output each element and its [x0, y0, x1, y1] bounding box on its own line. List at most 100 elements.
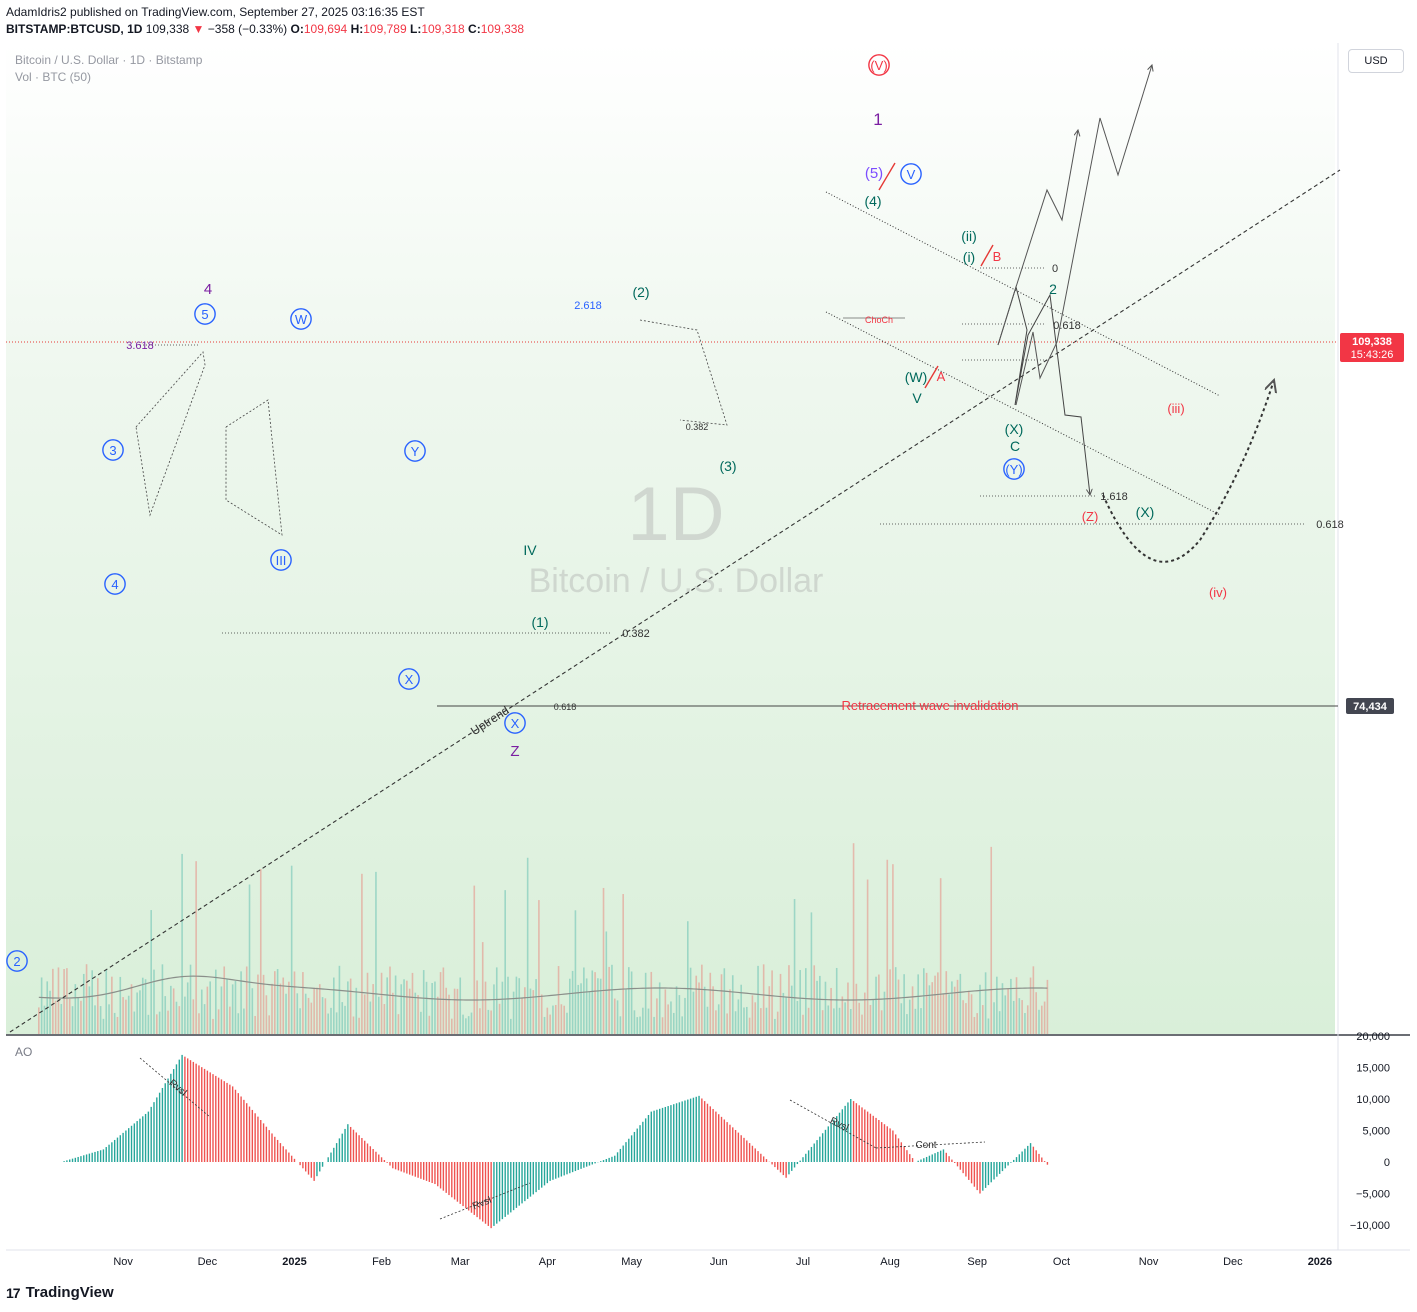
wave-label-23: B [993, 249, 1002, 264]
volume-bar [349, 978, 352, 1034]
volume-bar [400, 984, 403, 1034]
time-tick-label: May [621, 1256, 642, 1268]
wave-label-7-circle [404, 440, 426, 462]
volume-bar [762, 964, 765, 1034]
volume-bar [546, 1007, 549, 1034]
volume-bar [254, 1015, 256, 1034]
volume-bar [580, 983, 582, 1034]
wave-label-30: (Z) [1082, 509, 1099, 524]
time-tick-label: Jun [710, 1256, 728, 1268]
volume-bar [821, 1010, 824, 1034]
volume-bar [285, 993, 287, 1034]
volume-bar [785, 996, 787, 1034]
volume-bar [380, 972, 383, 1034]
volume-bar [639, 1016, 641, 1034]
volume-bar [540, 994, 543, 1034]
volume-bar [38, 1007, 40, 1034]
volume-bar [195, 861, 197, 1034]
wave-label-21: A [937, 369, 946, 384]
volume-bar [392, 992, 394, 1034]
volume-bar [875, 976, 877, 1034]
volume-bar [692, 991, 695, 1034]
volume-bar [703, 986, 706, 1034]
volume-bar [917, 974, 919, 1034]
volume-bar [768, 986, 771, 1034]
volume-bar [296, 993, 299, 1034]
wave-label-8: X [511, 716, 520, 731]
open-value: 109,694 [303, 22, 348, 36]
volume-bar [178, 1006, 181, 1034]
volume-bar [189, 964, 192, 1034]
wave-label-7: Y [411, 444, 420, 459]
volume-bar [526, 857, 529, 1034]
volume-bar [819, 975, 821, 1034]
volume-bar [945, 971, 948, 1034]
volume-bar [512, 991, 515, 1034]
wave-label-14: (4) [864, 193, 881, 209]
volume-bar [824, 981, 827, 1034]
wave-label-8-circle [504, 712, 526, 734]
volume-bar [414, 992, 417, 1034]
volume-bar [670, 1001, 672, 1034]
projection-down [997, 285, 1090, 495]
volume-bar [757, 965, 759, 1034]
volume-bar [760, 1008, 762, 1034]
volume-bar [248, 884, 251, 1034]
wave-label-18: (V) [870, 58, 887, 73]
ao-tick-label: 0 [1384, 1157, 1390, 1169]
volume-bar [68, 998, 71, 1034]
volume-bar [852, 843, 855, 1034]
volume-bar [906, 1014, 908, 1034]
currency-button[interactable]: USD [1348, 49, 1404, 73]
volume-bar [150, 910, 152, 1034]
fib-label-1: 2.618 [574, 300, 602, 312]
ao-tick-label: −5,000 [1356, 1189, 1390, 1201]
cont-note: Cont [915, 1140, 936, 1151]
projection-curve [1102, 380, 1274, 563]
volume-bar [97, 978, 99, 1034]
volume-bar [535, 979, 537, 1034]
volume-bar [746, 1006, 748, 1034]
change-arrow-icon: ▼ [192, 22, 205, 36]
volume-bar [226, 978, 228, 1034]
volume-bar [206, 986, 209, 1034]
brand[interactable]: 17 TradingView [6, 1284, 114, 1301]
volume-bar [420, 1011, 422, 1034]
volume-bar [484, 981, 487, 1034]
change-value: −358 (−0.33%) [207, 22, 288, 36]
volume-bar [52, 968, 54, 1034]
volume-bar [243, 1008, 245, 1034]
volume-bar [507, 976, 509, 1034]
volume-bar [1010, 978, 1012, 1034]
volume-bar [470, 1012, 473, 1034]
rvsl-line-3 [789, 1099, 877, 1149]
ao-tick-label: 15,000 [1356, 1063, 1390, 1075]
wave-label-19: V [912, 390, 922, 406]
volume-bar [141, 977, 144, 1034]
wave-label-0-circle [6, 950, 28, 972]
volume-bar [504, 890, 506, 1034]
volume-bar [377, 996, 380, 1034]
low-label: L: [409, 22, 422, 36]
volume-bar [765, 1007, 768, 1034]
volume-bar [324, 998, 327, 1034]
volume-bar [1026, 1005, 1029, 1034]
volume-bar [274, 971, 276, 1034]
volume-bar [490, 1010, 492, 1034]
time-tick-label: Jul [796, 1256, 810, 1268]
volume-bar [271, 983, 273, 1034]
time-tick-label: Feb [372, 1256, 391, 1268]
volume-bar [771, 970, 773, 1034]
volume-bar [257, 974, 259, 1034]
wave-label-1-circle [102, 439, 124, 461]
volume-bar [611, 964, 613, 1034]
volume-bar [341, 1002, 344, 1034]
volume-bar [976, 1013, 978, 1034]
volume-bar [973, 1016, 976, 1034]
wave-label-3: 5 [201, 307, 208, 322]
volume-bar [209, 981, 211, 1034]
volume-bar [855, 983, 858, 1034]
volume-bar [265, 995, 268, 1034]
volume-bar [636, 1017, 639, 1034]
